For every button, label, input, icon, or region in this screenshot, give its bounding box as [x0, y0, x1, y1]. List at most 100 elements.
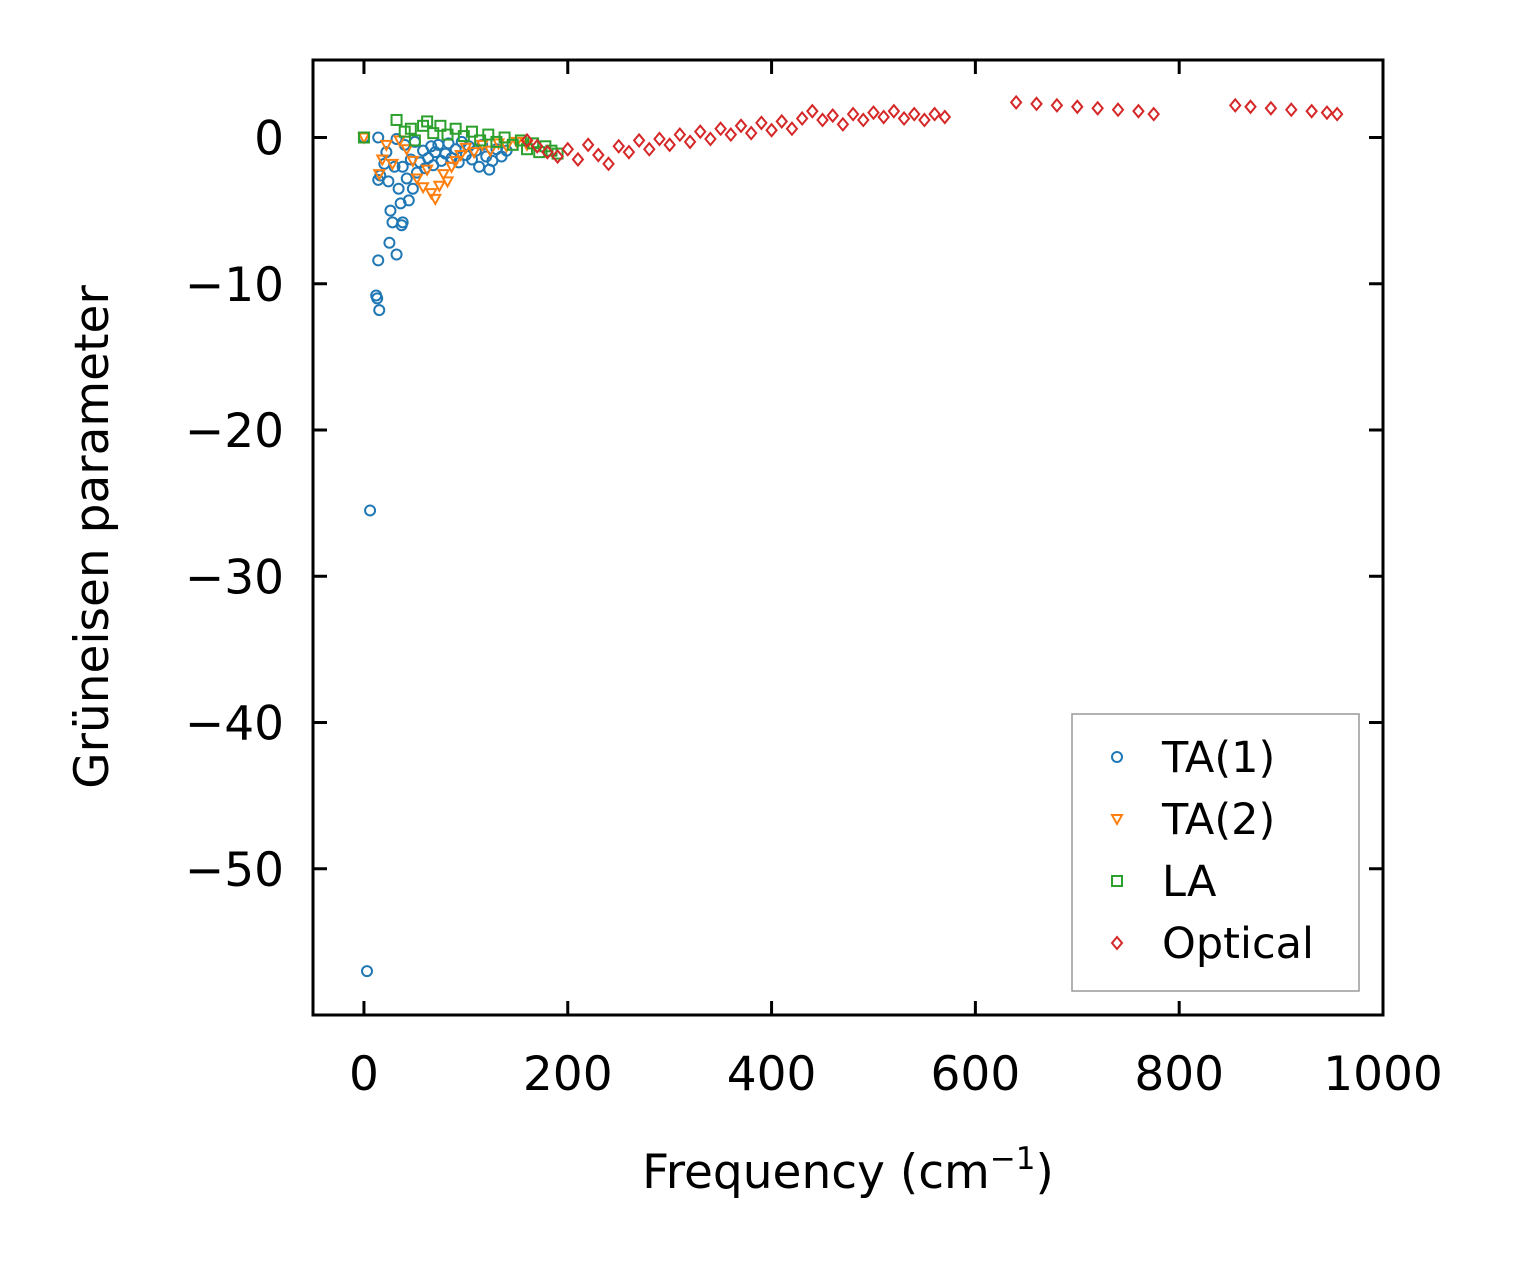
data-point-optical	[806, 103, 819, 119]
data-point-optical	[592, 147, 605, 163]
data-point-la	[408, 134, 421, 147]
data-point-ta-1	[373, 304, 386, 317]
data-point-la	[427, 127, 440, 140]
data-point-optical	[877, 109, 890, 125]
data-point-optical	[541, 144, 554, 160]
data-point-ta-1	[402, 194, 415, 207]
data-point-optical	[663, 137, 676, 153]
data-point-optical	[775, 113, 789, 129]
x-tick-label: 600	[931, 1047, 1021, 1102]
data-point-ta-1	[400, 172, 413, 185]
data-point-optical	[520, 132, 534, 148]
legend: TA(1) TA(2) LA Optical	[1071, 713, 1360, 992]
legend-marker-la	[1111, 875, 1123, 887]
x-axis-label-text: Frequency (cm	[642, 1145, 990, 1200]
y-tick-label: −50	[185, 843, 284, 898]
data-point-optical	[1244, 99, 1257, 115]
y-tick-label: 0	[254, 112, 284, 167]
data-point-optical	[846, 106, 860, 122]
data-point-optical	[856, 112, 870, 128]
legend-label-ta-1: TA(1)	[1161, 733, 1275, 783]
data-point-optical	[602, 156, 615, 172]
data-point-optical	[816, 112, 829, 128]
x-axis-label-superscript: −1	[990, 1141, 1036, 1177]
data-point-optical	[785, 121, 799, 137]
data-point-ta-2	[440, 176, 455, 189]
data-point-ta-1	[388, 160, 401, 173]
data-point-ta-2	[483, 145, 498, 158]
data-point-optical	[755, 115, 768, 131]
data-point-ta-2	[385, 158, 400, 171]
data-point-ta-1	[392, 182, 405, 195]
data-point-optical	[836, 116, 850, 132]
data-point-ta-1	[372, 131, 385, 144]
data-point-ta-1	[486, 154, 499, 167]
data-point-optical	[1132, 103, 1145, 119]
data-point-optical	[1264, 100, 1278, 116]
data-point-ta-2	[410, 173, 424, 186]
data-point-optical	[622, 144, 636, 160]
data-point-ta-1	[382, 175, 395, 188]
data-point-optical	[1050, 97, 1064, 113]
data-point-ta-1	[384, 204, 397, 217]
data-point-optical	[1070, 99, 1084, 115]
data-point-optical	[867, 105, 880, 121]
data-point-optical	[1030, 96, 1043, 112]
x-tick-label: 0	[349, 1047, 379, 1102]
data-point-optical	[653, 131, 666, 147]
data-point-ta-1	[383, 236, 396, 249]
plot-frame	[311, 58, 1385, 1017]
data-point-ta-2	[379, 139, 394, 152]
data-point-optical	[1147, 106, 1161, 122]
data-point-la	[421, 115, 434, 128]
data-point-optical	[1009, 94, 1023, 110]
data-point-ta-1	[442, 137, 455, 150]
data-point-la	[551, 147, 564, 160]
data-point-ta-2	[400, 144, 414, 157]
data-point-optical	[612, 138, 626, 154]
y-axis-label: Grüneisen parameter	[65, 285, 120, 789]
data-point-ta-2	[454, 150, 468, 163]
x-tick-label: 200	[523, 1047, 613, 1102]
data-point-la	[482, 128, 495, 141]
data-point-optical	[673, 127, 687, 143]
data-point-ta-2	[448, 155, 463, 168]
data-point-la	[404, 122, 417, 135]
data-point-optical	[530, 138, 544, 154]
data-point-optical	[1228, 97, 1242, 113]
y-tick-label: −10	[185, 258, 284, 313]
data-point-optical	[693, 124, 707, 140]
data-point-la	[398, 125, 411, 138]
data-point-la	[498, 131, 511, 144]
data-point-ta-2	[424, 188, 438, 201]
data-point-optical	[571, 151, 585, 168]
data-point-optical	[1305, 103, 1318, 119]
data-point-ta-1	[449, 143, 462, 156]
axis-ticks-layer: 0 200 400 600 800 1000 0 −10 −20 −30 −40 −50	[185, 60, 1443, 1102]
data-points-layer	[357, 94, 1344, 978]
data-point-optical	[938, 109, 952, 125]
data-point-ta-1	[390, 248, 403, 261]
data-point-ta-2	[375, 154, 389, 167]
x-axis-label-close: )	[1036, 1145, 1054, 1200]
y-tick-label: −30	[185, 550, 284, 605]
data-point-optical	[765, 122, 778, 138]
data-point-optical	[1091, 100, 1104, 116]
data-point-optical	[826, 108, 840, 124]
data-point-ta-2	[372, 169, 386, 182]
data-point-ta-1	[396, 160, 409, 173]
data-point-la	[390, 113, 403, 126]
legend-marker-ta-2	[1110, 814, 1124, 827]
data-point-optical	[714, 121, 727, 137]
data-point-ta-1	[361, 965, 374, 978]
data-point-optical	[561, 141, 575, 157]
legend-items: TA(1) TA(2) LA Optical	[1110, 733, 1314, 969]
data-point-ta-2	[420, 164, 434, 177]
data-point-la	[434, 119, 447, 132]
data-point-optical	[907, 106, 921, 122]
data-point-optical	[632, 132, 646, 148]
legend-label-la: LA	[1162, 857, 1217, 907]
